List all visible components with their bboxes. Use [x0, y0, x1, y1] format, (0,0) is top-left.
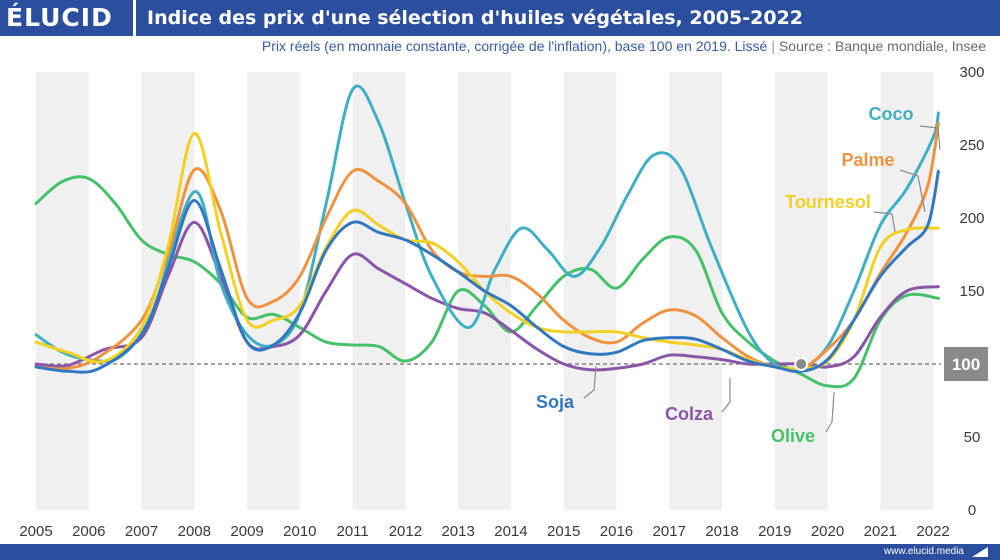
x-tick-label: 2016 — [600, 523, 633, 540]
series-label-colza: Colza — [665, 404, 714, 424]
grid-column — [352, 72, 406, 510]
logo-separator — [133, 0, 136, 36]
series-line-soja — [34, 169, 940, 374]
x-tick-label: 2006 — [72, 523, 105, 540]
header-bar: ÉLUCID Indice des prix d'une sélection d… — [0, 0, 1000, 36]
leader-line-tournesol — [873, 211, 896, 233]
x-tick-label: 2007 — [125, 523, 158, 540]
x-tick-label: 2012 — [389, 523, 422, 540]
base-year-marker — [794, 357, 809, 371]
x-tick-label: 2015 — [547, 523, 580, 540]
subtitle-text: Prix réels (en monnaie constante, corrig… — [261, 38, 768, 54]
plot-background — [36, 72, 941, 510]
line-chart: 2005 2006 2007 2008 2009 2010 2011 2012 2013 2014… — [19, 64, 988, 540]
y-axis: 0 50 150 200 250 300 — [959, 64, 984, 519]
x-tick-label: 2013 — [441, 523, 474, 540]
source-text: Source : Banque mondiale, Insee — [778, 38, 986, 54]
series-line-olive — [34, 175, 940, 389]
series-label-coco: Coco — [869, 104, 914, 124]
y-tick-label: 150 — [959, 283, 984, 300]
series-label-olive: Olive — [771, 426, 815, 446]
x-tick-label: 2021 — [864, 523, 897, 540]
baseline-tag-label: 100 — [952, 355, 980, 374]
chart-subtitle: Prix réels (en monnaie constante, corrig… — [262, 38, 986, 54]
x-tick-label: 2009 — [230, 523, 263, 540]
baseline-tag-box — [944, 347, 988, 381]
y-tick-label: 0 — [968, 502, 976, 519]
leader-line-soja — [583, 365, 597, 399]
chart-title: Indice des prix d'une sélection d'huiles… — [147, 7, 804, 29]
grid-column — [141, 72, 195, 510]
x-tick-label: 2010 — [283, 523, 316, 540]
grid-column — [247, 72, 300, 510]
baseline-100-tag: 100 — [944, 347, 988, 381]
x-tick-label: 2022 — [916, 523, 949, 540]
leader-line-palme — [899, 169, 926, 213]
leader-line-coco — [919, 125, 941, 151]
y-tick-label: 300 — [959, 64, 984, 81]
series-labels: Coco Palme Tournesol Soja Colza Olive — [536, 104, 941, 446]
x-tick-label: 2008 — [178, 523, 211, 540]
y-tick-label: 200 — [959, 210, 984, 227]
subtitle-separator: | — [771, 38, 775, 54]
x-axis: 2005 2006 2007 2008 2009 2010 2011 2012 2013 2014… — [19, 523, 949, 540]
leader-line-olive — [825, 391, 835, 433]
y-tick-label: 50 — [964, 429, 981, 446]
footer-logo-icon — [972, 547, 988, 557]
series-label-palme: Palme — [841, 150, 894, 170]
footer-bar — [0, 544, 1000, 560]
x-tick-label: 2018 — [705, 523, 738, 540]
grid-column — [36, 72, 89, 510]
x-tick-label: 2020 — [811, 523, 844, 540]
series-label-tournesol: Tournesol — [785, 192, 871, 212]
grid-column — [563, 72, 617, 510]
x-tick-label: 2011 — [336, 523, 368, 540]
x-tick-label: 2014 — [494, 523, 527, 540]
leader-line-colza — [721, 378, 731, 413]
elucid-logo: ÉLUCID — [6, 3, 113, 32]
footer-url: www.elucid.media — [883, 546, 964, 557]
series-line-colza — [34, 220, 940, 372]
x-tick-label: 2019 — [758, 523, 791, 540]
x-tick-label: 2017 — [653, 523, 686, 540]
x-tick-label: 2005 — [19, 523, 52, 540]
grid-column — [774, 72, 828, 510]
y-tick-label: 250 — [959, 137, 984, 154]
series-label-soja: Soja — [536, 392, 575, 412]
